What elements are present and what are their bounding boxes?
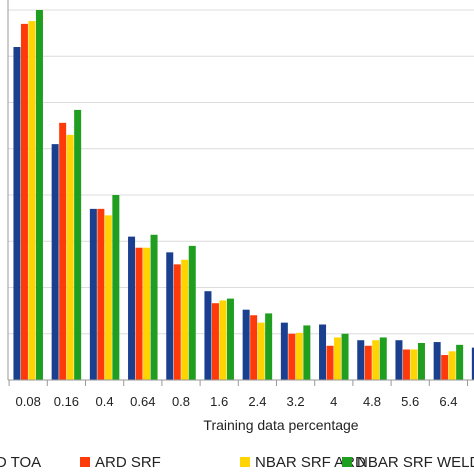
bars: [13, 10, 474, 381]
x-tick-label: 4: [330, 394, 337, 409]
x-tick-label: 0.16: [54, 394, 79, 409]
bar: [219, 300, 227, 380]
bar: [379, 337, 387, 380]
bar: [441, 355, 449, 380]
legend-label: ARD SRF: [95, 454, 161, 471]
bar: [433, 342, 441, 380]
legend-label: ARD TOA: [0, 454, 41, 471]
bar: [471, 347, 474, 380]
x-tick-label: 5.6: [401, 394, 419, 409]
bar: [166, 252, 174, 380]
bar: [448, 351, 456, 380]
bar: [303, 325, 311, 380]
x-tick-label: 4.8: [363, 394, 381, 409]
x-ticks: [8, 380, 468, 386]
bar: [135, 247, 143, 380]
x-tick-label: 6.4: [439, 394, 457, 409]
bar: [89, 208, 97, 380]
bar: [181, 259, 189, 380]
bar: [128, 236, 136, 380]
bar: [402, 349, 410, 380]
x-tick-label: 0.64: [130, 394, 155, 409]
bar: [319, 324, 327, 380]
bar: [143, 247, 151, 380]
bar: [112, 195, 120, 380]
bar: [173, 264, 181, 380]
bar: [326, 345, 334, 380]
bar: [456, 344, 464, 380]
bar: [372, 340, 380, 380]
bar: [28, 21, 36, 380]
bar: [250, 315, 258, 380]
x-tick-labels: 0.080.160.40.640.81.62.43.244.85.66.47: [16, 394, 458, 409]
bar: [395, 340, 403, 380]
x-tick-label: 0.8: [172, 394, 190, 409]
bar: [265, 313, 273, 380]
bar: [257, 322, 265, 380]
legend-label: NBAR SRF ARD: [255, 454, 366, 471]
bar: [59, 122, 67, 380]
x-axis-title: Training data percentage: [203, 417, 358, 433]
legend-swatch: [342, 457, 352, 467]
x-tick-label: 0.4: [96, 394, 114, 409]
legend-swatch: [240, 457, 250, 467]
x-tick-label: 2.4: [248, 394, 266, 409]
bar: [150, 234, 158, 380]
bar: [74, 109, 82, 381]
bar: [280, 322, 288, 380]
bar: [341, 333, 349, 380]
bar: [204, 291, 212, 380]
bar: [357, 340, 365, 380]
bar: [211, 303, 219, 380]
bar: [35, 10, 43, 380]
bar: [364, 345, 372, 380]
bar: [188, 245, 196, 380]
bar: [288, 333, 296, 380]
bar: [410, 349, 418, 380]
gridlines: [8, 9, 474, 335]
bar: [334, 337, 342, 380]
bar: [417, 343, 425, 380]
bar: [13, 47, 21, 380]
bar: [226, 298, 234, 380]
bar: [242, 309, 250, 380]
x-tick-label: 0.08: [16, 394, 41, 409]
bar: [295, 332, 303, 380]
x-tick-label: 1.6: [210, 394, 228, 409]
legend-label: NBAR SRF WELD: [357, 454, 474, 471]
bar: [51, 144, 59, 380]
legend-swatch: [80, 457, 90, 467]
x-tick-label: 3.2: [287, 394, 305, 409]
bar: [104, 215, 112, 380]
bar: [20, 23, 28, 380]
bar: [97, 208, 105, 380]
bar: [66, 134, 74, 380]
